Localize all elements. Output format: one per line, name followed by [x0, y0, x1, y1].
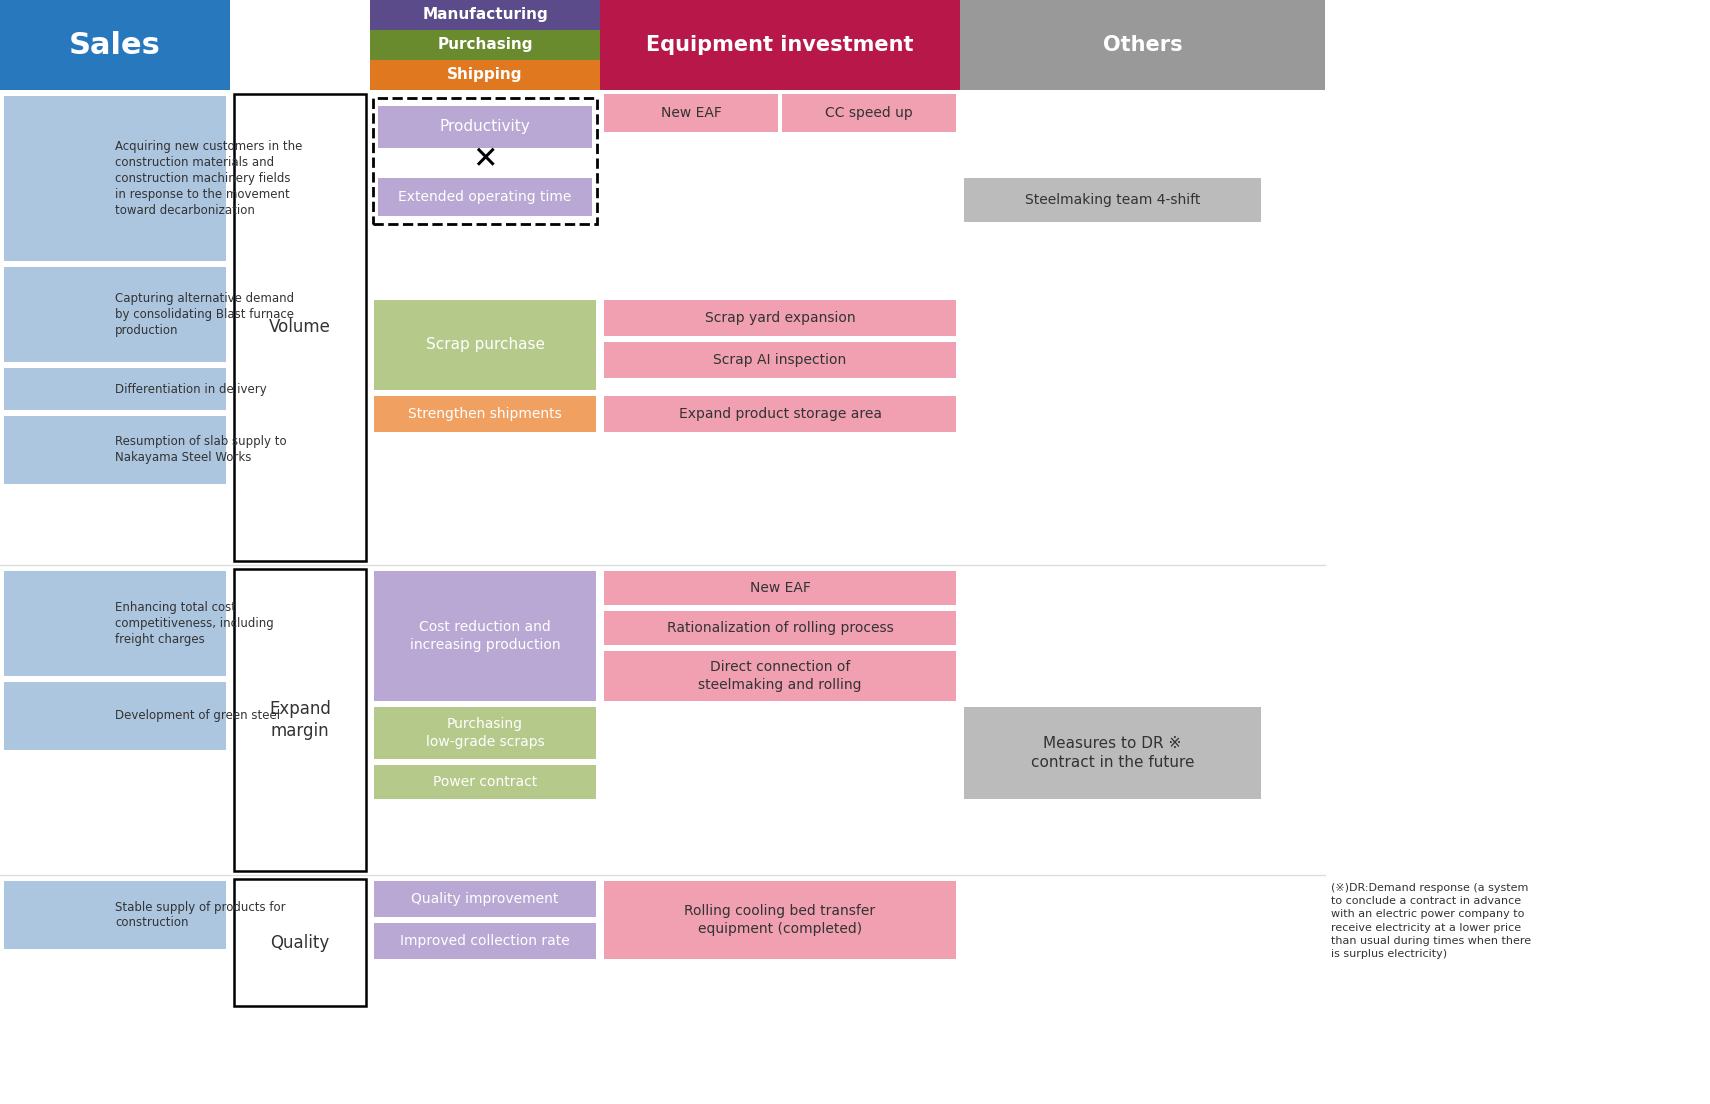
- Bar: [604, 571, 956, 605]
- Text: Shipping: Shipping: [448, 67, 523, 83]
- Text: Direct connection of
steelmaking and rolling: Direct connection of steelmaking and rol…: [698, 660, 862, 691]
- Text: Enhancing total cost
competitiveness, including
freight charges: Enhancing total cost competitiveness, in…: [115, 601, 274, 646]
- Bar: [374, 396, 597, 432]
- Text: Manufacturing: Manufacturing: [422, 8, 547, 22]
- Text: Rolling cooling bed transfer
equipment (completed): Rolling cooling bed transfer equipment (…: [684, 904, 876, 936]
- Bar: [959, 0, 1325, 91]
- Text: Steelmaking team 4-shift: Steelmaking team 4-shift: [1024, 193, 1200, 208]
- Text: Purchasing
low-grade scraps: Purchasing low-grade scraps: [426, 718, 544, 749]
- Text: Stable supply of products for
construction: Stable supply of products for constructi…: [115, 901, 286, 930]
- Text: CC speed up: CC speed up: [826, 106, 913, 120]
- Text: Capturing alternative demand
by consolidating Blast furnace
production: Capturing alternative demand by consolid…: [115, 291, 294, 337]
- Bar: [234, 879, 366, 1006]
- Text: Productivity: Productivity: [439, 119, 530, 135]
- Bar: [3, 571, 226, 676]
- Text: ✕: ✕: [472, 146, 498, 174]
- Text: Volume: Volume: [268, 318, 332, 337]
- Bar: [369, 0, 600, 30]
- Bar: [604, 94, 778, 132]
- Text: New EAF: New EAF: [749, 581, 811, 595]
- Text: Differentiation in delivery: Differentiation in delivery: [115, 382, 267, 395]
- Bar: [369, 30, 600, 60]
- Bar: [964, 707, 1260, 799]
- Bar: [3, 368, 226, 410]
- Text: Sales: Sales: [68, 31, 161, 60]
- Bar: [964, 178, 1260, 222]
- Text: Power contract: Power contract: [433, 775, 537, 789]
- Text: Cost reduction and
increasing production: Cost reduction and increasing production: [410, 620, 561, 651]
- Bar: [234, 569, 366, 871]
- Bar: [374, 707, 597, 760]
- Text: Purchasing: Purchasing: [438, 38, 534, 53]
- Bar: [3, 682, 226, 750]
- Text: Others: Others: [1103, 35, 1182, 55]
- Text: Expand
margin: Expand margin: [268, 700, 332, 740]
- Text: Resumption of slab supply to
Nakayama Steel Works: Resumption of slab supply to Nakayama St…: [115, 435, 287, 465]
- Bar: [3, 416, 226, 484]
- Text: Quality: Quality: [270, 934, 330, 952]
- Text: Strengthen shipments: Strengthen shipments: [409, 407, 563, 421]
- Bar: [604, 611, 956, 645]
- Text: Equipment investment: Equipment investment: [646, 35, 913, 55]
- Bar: [0, 0, 231, 91]
- Bar: [604, 881, 956, 959]
- Bar: [373, 98, 597, 224]
- Text: Expand product storage area: Expand product storage area: [679, 407, 881, 421]
- Bar: [604, 651, 956, 701]
- Text: Acquiring new customers in the
construction materials and
construction machinery: Acquiring new customers in the construct…: [115, 140, 303, 217]
- Bar: [604, 342, 956, 378]
- Bar: [600, 0, 959, 91]
- Bar: [374, 881, 597, 917]
- Text: (※)DR:Demand response (a system
to conclude a contract in advance
with an electr: (※)DR:Demand response (a system to concl…: [1330, 883, 1530, 959]
- Text: Scrap purchase: Scrap purchase: [426, 338, 544, 352]
- Bar: [374, 765, 597, 799]
- Text: Rationalization of rolling process: Rationalization of rolling process: [667, 620, 893, 635]
- Bar: [3, 881, 226, 949]
- Bar: [378, 178, 592, 216]
- Bar: [604, 396, 956, 432]
- Bar: [3, 267, 226, 362]
- Bar: [369, 60, 600, 91]
- Bar: [374, 300, 597, 390]
- Bar: [234, 94, 366, 561]
- Bar: [781, 94, 956, 132]
- Text: Extended operating time: Extended operating time: [398, 190, 571, 204]
- Bar: [3, 96, 226, 261]
- Text: Scrap AI inspection: Scrap AI inspection: [713, 353, 846, 367]
- Text: Development of green steel: Development of green steel: [115, 710, 280, 722]
- Bar: [604, 300, 956, 336]
- Bar: [374, 571, 597, 701]
- Bar: [374, 923, 597, 959]
- Text: New EAF: New EAF: [660, 106, 722, 120]
- Text: Measures to DR ※
contract in the future: Measures to DR ※ contract in the future: [1031, 736, 1194, 769]
- Text: Improved collection rate: Improved collection rate: [400, 934, 569, 948]
- Bar: [378, 106, 592, 148]
- Text: Quality improvement: Quality improvement: [412, 892, 559, 906]
- Text: Scrap yard expansion: Scrap yard expansion: [705, 311, 855, 325]
